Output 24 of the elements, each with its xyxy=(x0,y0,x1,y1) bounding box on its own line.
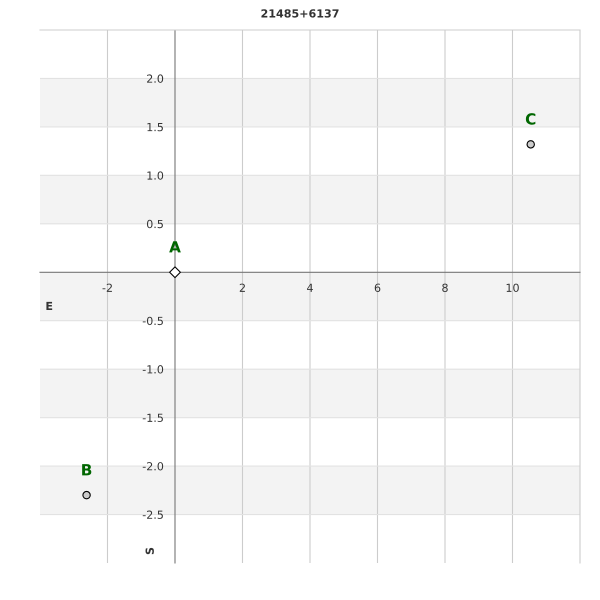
x-axis-title: E xyxy=(46,302,52,310)
x-tick-label: 6 xyxy=(374,284,380,292)
x-tick-label: 4 xyxy=(307,284,313,292)
y-tick-label: -0.5 xyxy=(142,316,163,326)
annotation: C xyxy=(526,113,536,125)
y-tick-label: -2.0 xyxy=(142,462,164,470)
y-tick-label: -2.5 xyxy=(142,510,163,519)
y-tick-label: -1.0 xyxy=(142,365,164,374)
x-tick-label: 2 xyxy=(240,284,245,292)
x-tick-label: -2 xyxy=(102,284,112,292)
point xyxy=(82,490,91,500)
y-axis-title: S xyxy=(146,548,154,554)
y-tick-label: 1.0 xyxy=(147,171,164,180)
point xyxy=(169,266,181,278)
chart-title: 21485+6137 xyxy=(261,9,339,18)
y-tick-label: -1.5 xyxy=(142,414,163,422)
y-tick-label: 2.0 xyxy=(147,74,164,83)
x-tick-label: 8 xyxy=(442,284,448,292)
annotation: B xyxy=(82,464,92,476)
point xyxy=(526,140,535,149)
annotation: A xyxy=(169,241,181,252)
y-tick-label: 0.5 xyxy=(146,220,163,228)
x-tick-label: 10 xyxy=(506,284,519,292)
y-tick-label: 1.5 xyxy=(147,123,163,132)
